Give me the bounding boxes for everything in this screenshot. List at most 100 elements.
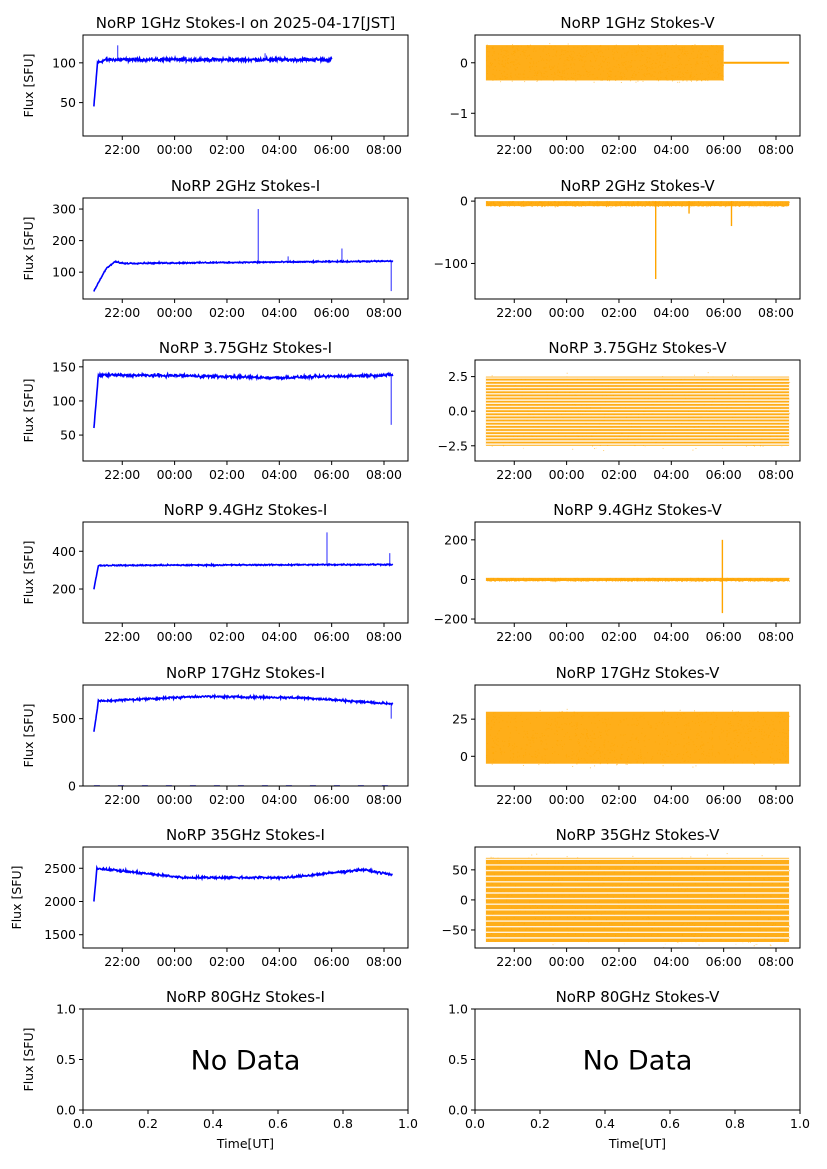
stokes-v-point <box>707 372 709 374</box>
stokes-v-point <box>638 580 640 582</box>
x-tick-label: 04:00 <box>261 142 297 157</box>
stokes-v-point <box>774 205 776 207</box>
stokes-v-point <box>625 763 627 765</box>
stokes-v-point <box>697 205 699 207</box>
stokes-v-point <box>679 709 681 711</box>
y-tick-label: 400 <box>52 544 76 559</box>
stokes-v-point <box>732 374 734 376</box>
stokes-v-point <box>553 80 555 82</box>
stokes-v-point <box>788 203 790 205</box>
stokes-v-point <box>643 580 645 582</box>
y-tick-label: 50 <box>60 428 76 443</box>
stokes-v-point <box>509 580 511 582</box>
stokes-v-point <box>541 580 543 582</box>
y-tick-label: −1 <box>450 106 468 121</box>
y-tick-label: 100 <box>52 265 76 280</box>
y-tick-label: −2.5 <box>438 438 468 453</box>
stokes-v-point <box>661 205 663 207</box>
stokes-v-point <box>538 764 540 766</box>
stokes-v-point <box>669 205 671 207</box>
stokes-v-point <box>549 43 551 45</box>
stokes-v-point <box>551 580 553 582</box>
stokes-v-point <box>536 81 538 83</box>
flux-line <box>93 371 394 429</box>
axes-frame <box>82 34 409 137</box>
panel-title: NoRP 9.4GHz Stokes-I <box>164 501 328 519</box>
x-tick-label: 08:00 <box>366 467 402 482</box>
stokes-v-point <box>784 580 786 582</box>
y-tick-label: 0 <box>460 194 468 209</box>
stokes-v-point <box>770 945 772 947</box>
stokes-v-point <box>491 763 493 765</box>
y-tick-label: 25 <box>452 712 468 727</box>
stokes-v-point <box>653 205 655 207</box>
stokes-v-point <box>700 80 702 82</box>
x-tick-label: 02:00 <box>601 467 637 482</box>
stokes-v-point <box>558 580 560 582</box>
stokes-v-point <box>788 202 790 204</box>
x-tick-label: 08:00 <box>758 792 794 807</box>
stokes-v-point <box>701 580 703 582</box>
stokes-v-point <box>605 581 607 583</box>
stokes-v-point <box>695 581 697 583</box>
stokes-v-point <box>751 205 753 207</box>
stokes-v-point <box>630 580 632 582</box>
stokes-v-point <box>554 206 556 208</box>
x-tick-label: 06:00 <box>314 467 350 482</box>
x-tick-label: 08:00 <box>366 792 402 807</box>
stokes-v-point <box>738 580 740 582</box>
stokes-v-point <box>635 81 637 83</box>
stokes-v-point <box>706 580 708 582</box>
stokes-v-point <box>741 580 743 582</box>
stokes-v-point <box>522 764 524 766</box>
stokes-v-point <box>652 580 654 582</box>
stokes-v-point <box>616 580 618 582</box>
x-tick-label: 04:00 <box>653 142 689 157</box>
series-3ghz-i <box>93 371 394 429</box>
stokes-v-point <box>530 205 532 207</box>
stokes-v-point <box>572 448 574 450</box>
stokes-v-point <box>782 580 784 582</box>
stokes-v-point <box>543 206 545 208</box>
x-tick-label: 08:00 <box>366 629 402 644</box>
x-tick-label: 06:00 <box>314 305 350 320</box>
stokes-v-point <box>619 206 621 208</box>
y-tick-label: 2000 <box>44 894 76 909</box>
stokes-v-point <box>769 206 771 208</box>
stokes-v-point <box>486 44 488 46</box>
panel-35ghz-i: NoRP 35GHz Stokes-I22:00 00:00 02:00 04:00 0… <box>9 826 409 969</box>
stokes-v-point <box>684 580 686 582</box>
panel-3ghz-i: NoRP 3.75GHz Stokes-I22:00 00:00 02:00 04:0… <box>21 339 409 482</box>
series-2ghz-i <box>93 209 394 292</box>
x-tick-label: 22:00 <box>496 467 532 482</box>
stokes-v-point <box>719 205 721 207</box>
stokes-v-point <box>691 580 693 582</box>
stokes-v-point <box>491 580 493 582</box>
axes-frame <box>474 197 801 300</box>
stokes-v-point <box>693 580 695 582</box>
y-axis-label: Flux [SFU] <box>21 704 36 768</box>
stokes-v-point <box>782 580 784 582</box>
y-axis-label: Flux [SFU] <box>21 217 36 281</box>
stokes-v-point <box>514 580 516 582</box>
stokes-v-point <box>720 580 722 582</box>
stokes-v-point <box>585 580 587 582</box>
axes-frame <box>82 197 409 300</box>
x-tick-label: 02:00 <box>209 467 245 482</box>
series-17ghz-i <box>93 693 394 786</box>
stokes-v-point <box>777 581 779 583</box>
panel-title: NoRP 17GHz Stokes-I <box>166 664 325 682</box>
panel-title: NoRP 3.75GHz Stokes-I <box>159 339 332 357</box>
stokes-v-point <box>758 580 760 582</box>
x-tick-label: 06:00 <box>706 629 742 644</box>
stokes-v-point <box>788 580 790 582</box>
stokes-v-point <box>707 205 709 207</box>
stokes-v-point <box>694 710 696 712</box>
stokes-v-point <box>520 206 522 208</box>
x-tick-label: 06:00 <box>314 142 350 157</box>
x-tick-label: 02:00 <box>601 792 637 807</box>
stokes-v-point <box>691 205 693 207</box>
x-tick-label: 04:00 <box>653 467 689 482</box>
x-tick-label: 04:00 <box>261 792 297 807</box>
stokes-v-point <box>789 715 791 717</box>
